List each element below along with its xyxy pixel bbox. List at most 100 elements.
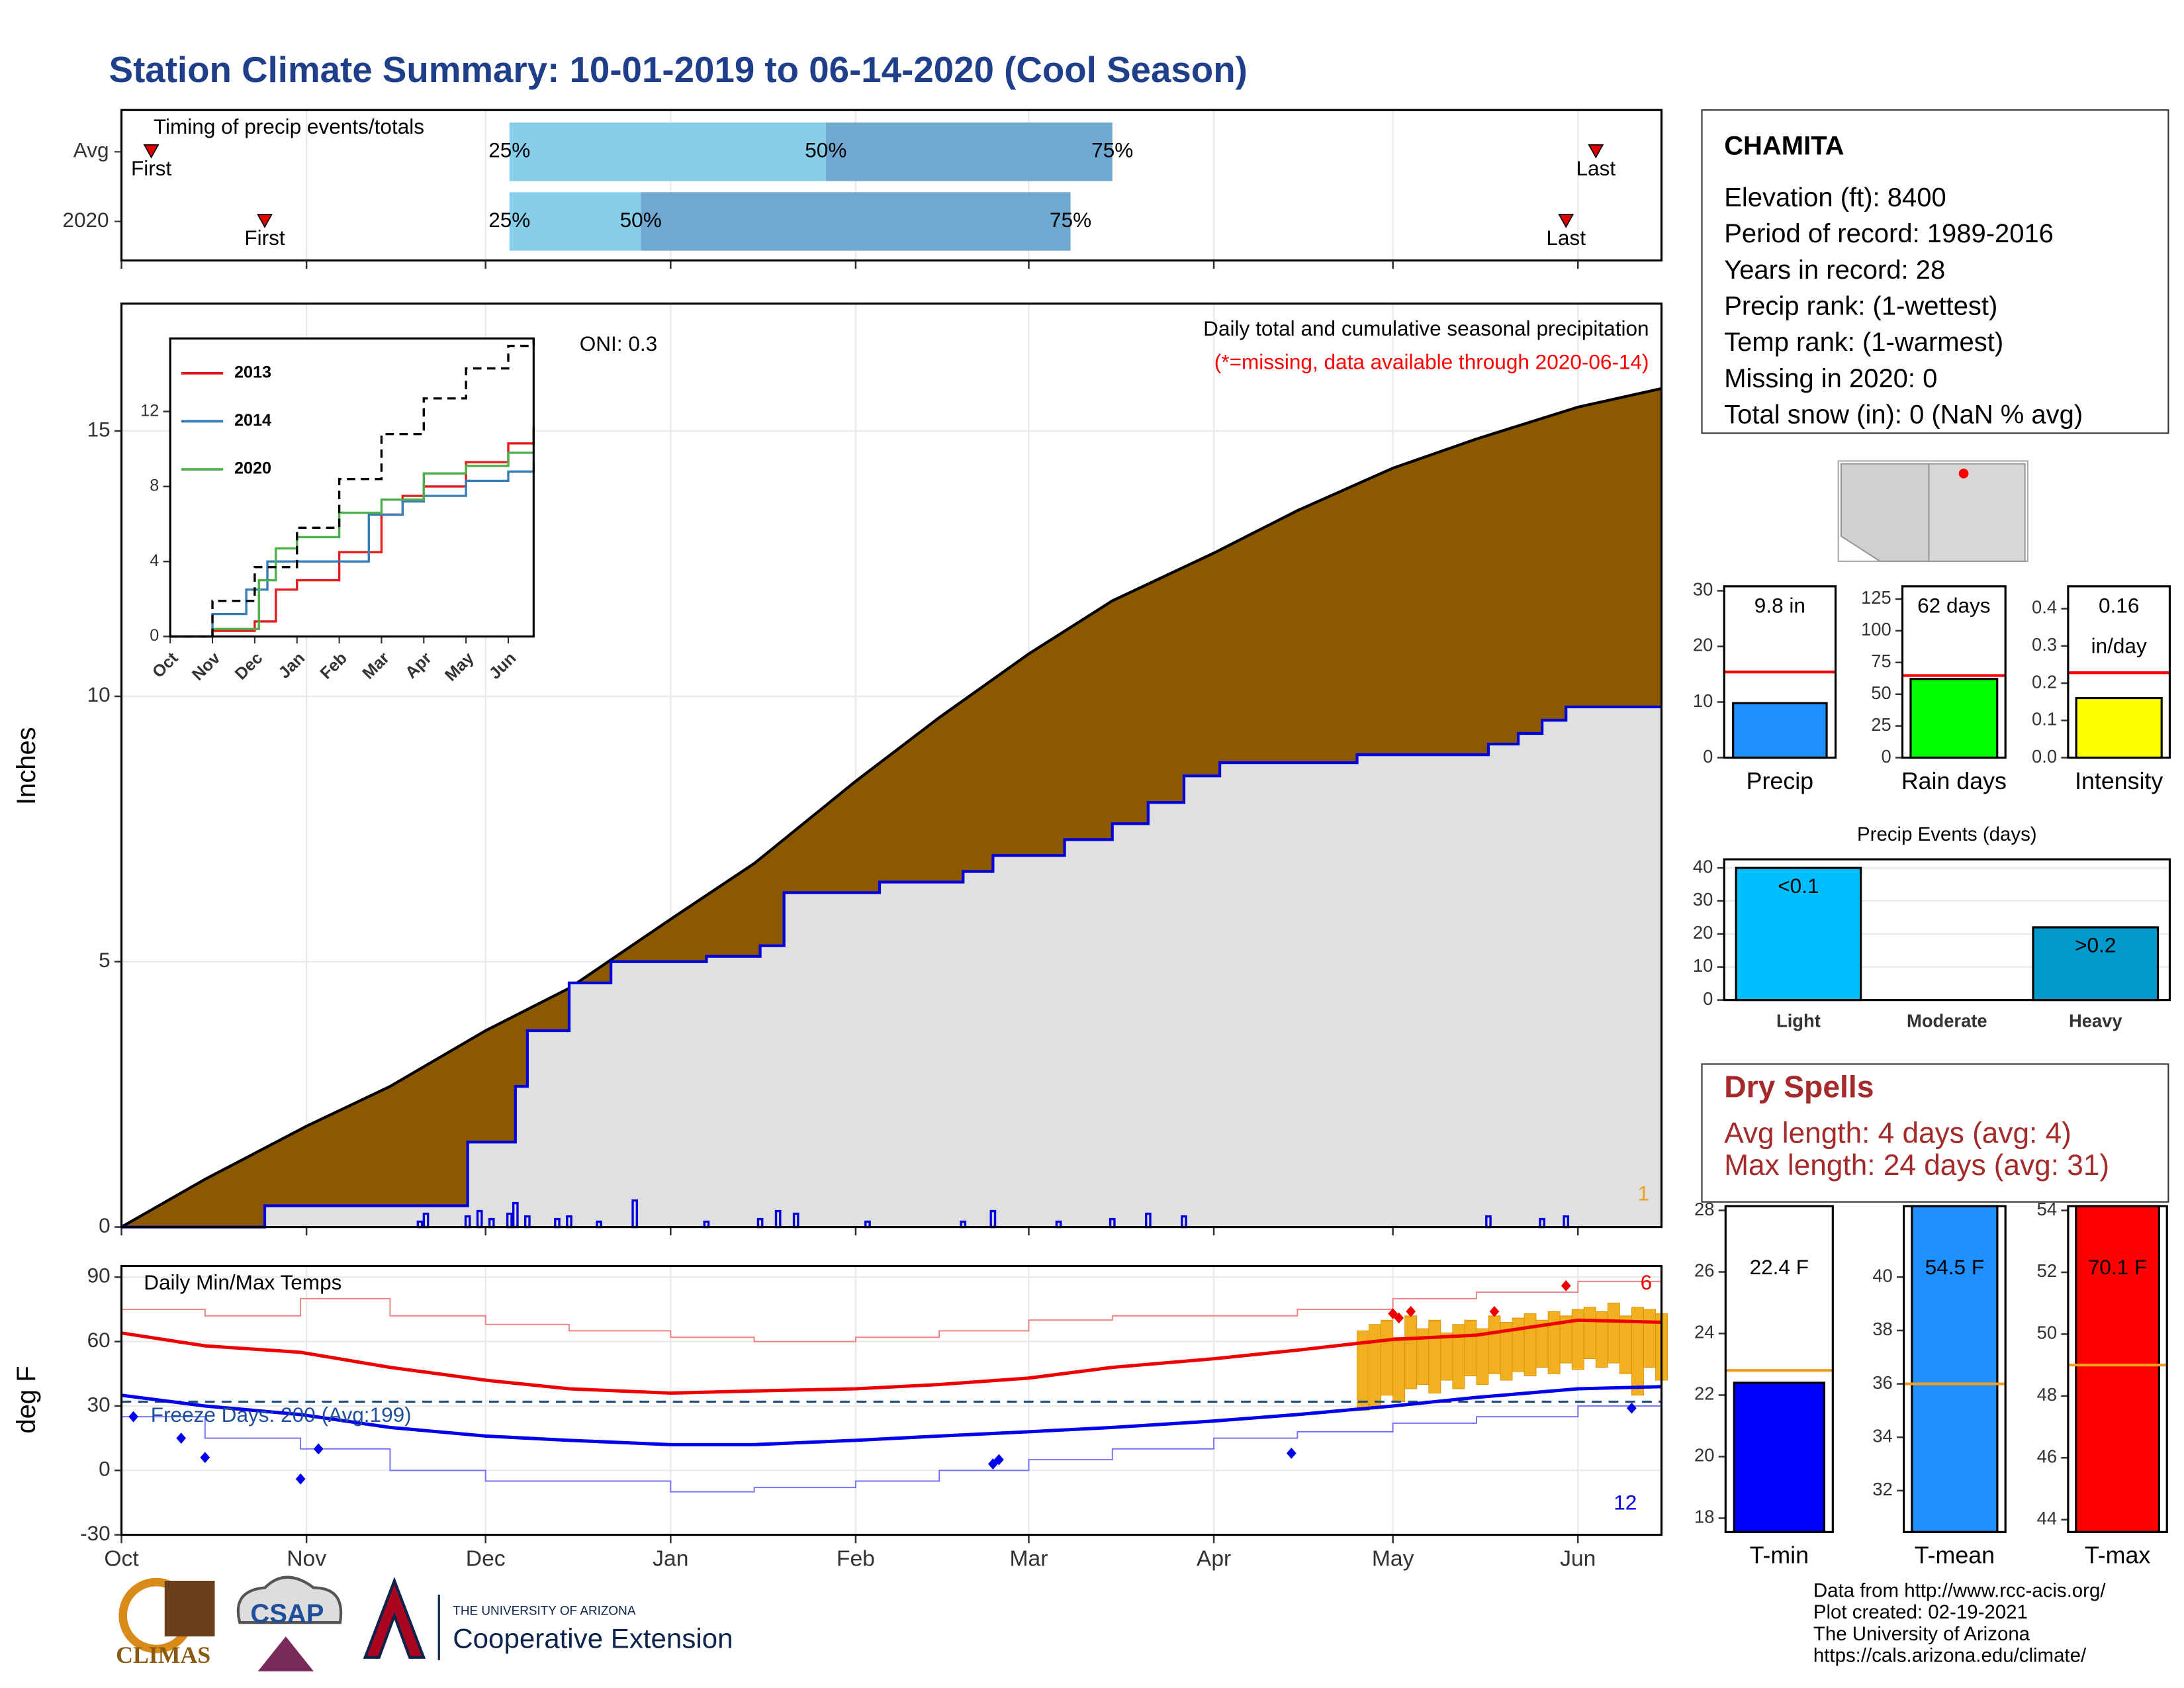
station-line: Temp rank: (1-warmest) (1724, 328, 2003, 357)
event-label: First (131, 156, 172, 180)
record-point (313, 1443, 324, 1455)
legend-label: 2013 (234, 363, 271, 382)
bar (1732, 702, 1828, 759)
event-marker (257, 214, 273, 228)
bar (1733, 1382, 1825, 1533)
y-tick-label: 75 (1871, 651, 1891, 671)
inset-line (170, 451, 534, 638)
record-point (176, 1432, 187, 1444)
temp-line (121, 1280, 1662, 1342)
quartile-bar (825, 122, 1113, 181)
x-tick-label: Intensity (2075, 768, 2163, 794)
y-axis-label: deg F (12, 1366, 41, 1433)
y-tick-label: 2020 (62, 208, 109, 232)
temp-range-bar (1464, 1319, 1477, 1376)
y-tick-label: 18 (1694, 1507, 1714, 1527)
value-label: 54.5 F (1925, 1255, 1984, 1279)
quartile-label: 50% (805, 138, 846, 162)
record-point (128, 1411, 138, 1423)
y-tick-label: 0.2 (2032, 671, 2057, 692)
unit-label: in/day (2091, 634, 2147, 658)
credit-line: https://cals.arizona.edu/climate/ (1813, 1644, 2087, 1666)
station-line: Total snow (in): 0 (NaN % avg) (1724, 400, 2083, 430)
temp-range-bar (1524, 1313, 1537, 1376)
dry-spell-line: Max length: 24 days (avg: 31) (1724, 1149, 2109, 1182)
record-point (295, 1473, 306, 1485)
y-tick-label: 0 (150, 626, 159, 645)
logo-shape (164, 1580, 215, 1637)
y-tick-label: 50 (1871, 682, 1891, 703)
area-line (121, 705, 1662, 1229)
dry-spell-line: Avg length: 4 days (avg: 4) (1724, 1117, 2071, 1149)
legend-label: 2020 (234, 459, 271, 478)
temp-line (121, 1405, 1662, 1493)
logo-text: CSAP (250, 1599, 324, 1628)
y-tick-label: 40 (1872, 1266, 1892, 1286)
y-tick-label: 50 (2037, 1323, 2057, 1343)
y-tick-label: 30 (1693, 889, 1713, 910)
y-tick-label: 54 (2037, 1199, 2057, 1219)
y-tick-label: 90 (87, 1264, 111, 1288)
quartile-label: 75% (1091, 138, 1133, 162)
record-point (1394, 1312, 1404, 1324)
y-tick-label: 20 (1693, 635, 1713, 655)
x-tick-label: Nov (287, 1546, 326, 1571)
y-tick-label: 0.1 (2032, 709, 2057, 729)
y-tick-label: 30 (87, 1392, 111, 1416)
logo-shape (257, 1636, 314, 1671)
logo-text: CLIMAS (116, 1642, 210, 1668)
map-state (1840, 463, 1930, 562)
y-tick-label: 22 (1694, 1383, 1714, 1404)
dry-spells-box (1701, 1063, 2169, 1203)
quartile-bar (509, 122, 826, 181)
temp-range-bar (1571, 1309, 1584, 1370)
area-line (120, 387, 1662, 1229)
temp-range-bar (1369, 1324, 1382, 1407)
record-point (1286, 1447, 1297, 1459)
plot-frame (1901, 585, 2007, 759)
quartile-label: 50% (620, 208, 662, 232)
temp-range-bar (1392, 1336, 1406, 1402)
missing-count: 1 (1637, 1182, 1649, 1205)
quartile-label: 25% (488, 138, 530, 162)
station-line: Elevation (ft): 8400 (1724, 183, 1946, 212)
y-tick-label: 44 (2037, 1508, 2057, 1528)
record-point (994, 1454, 1004, 1466)
quartile-label: 75% (1050, 208, 1091, 232)
y-tick-label: 0.4 (2032, 597, 2057, 618)
locator-map (1837, 460, 2028, 562)
x-tick-label: Light (1776, 1011, 1821, 1031)
page-title: Station Climate Summary: 10-01-2019 to 0… (109, 49, 1248, 90)
temp-range-bar (1607, 1302, 1620, 1364)
event-label: Last (1576, 156, 1615, 180)
annotation: ONI: 0.3 (580, 332, 657, 355)
plot-frame (120, 109, 1663, 262)
quartile-bar (641, 192, 1071, 251)
dry-spells-lines: Avg length: 4 days (avg: 4)Max length: 2… (1724, 1117, 2109, 1181)
x-tick-label: May (1372, 1546, 1414, 1571)
temp-range-bar (1440, 1333, 1453, 1381)
y-tick-label: 25 (1871, 714, 1891, 735)
y-tick-label: 10 (1693, 955, 1713, 976)
chart-title: Timing of precip events/totals (154, 115, 424, 138)
y-tick-label: 125 (1861, 587, 1891, 608)
station-line: Missing in 2020: 0 (1724, 364, 1937, 393)
y-axis-label: Inches (12, 727, 41, 805)
y-tick-label: 34 (1872, 1425, 1892, 1446)
temp-range-bar (1381, 1319, 1394, 1396)
x-tick-label: Dec (466, 1546, 506, 1571)
x-tick-label: Heavy (2069, 1011, 2122, 1031)
temp-range-bar (1428, 1319, 1441, 1393)
inset-line (170, 426, 535, 638)
y-tick-label: 38 (1872, 1319, 1892, 1339)
station-name: CHAMITA (1724, 132, 1844, 161)
y-tick-label: 8 (150, 477, 159, 495)
value-label: 62 days (1917, 594, 1991, 618)
legend-label: 2014 (234, 411, 271, 430)
temp-range-bar (1643, 1309, 1656, 1368)
y-tick-label: 20 (1694, 1445, 1714, 1466)
chart-subtitle: (*=missing, data available through 2020-… (1214, 350, 1649, 373)
value-label: 70.1 F (2088, 1255, 2147, 1279)
chart-title: Daily Min/Max Temps (144, 1270, 341, 1294)
